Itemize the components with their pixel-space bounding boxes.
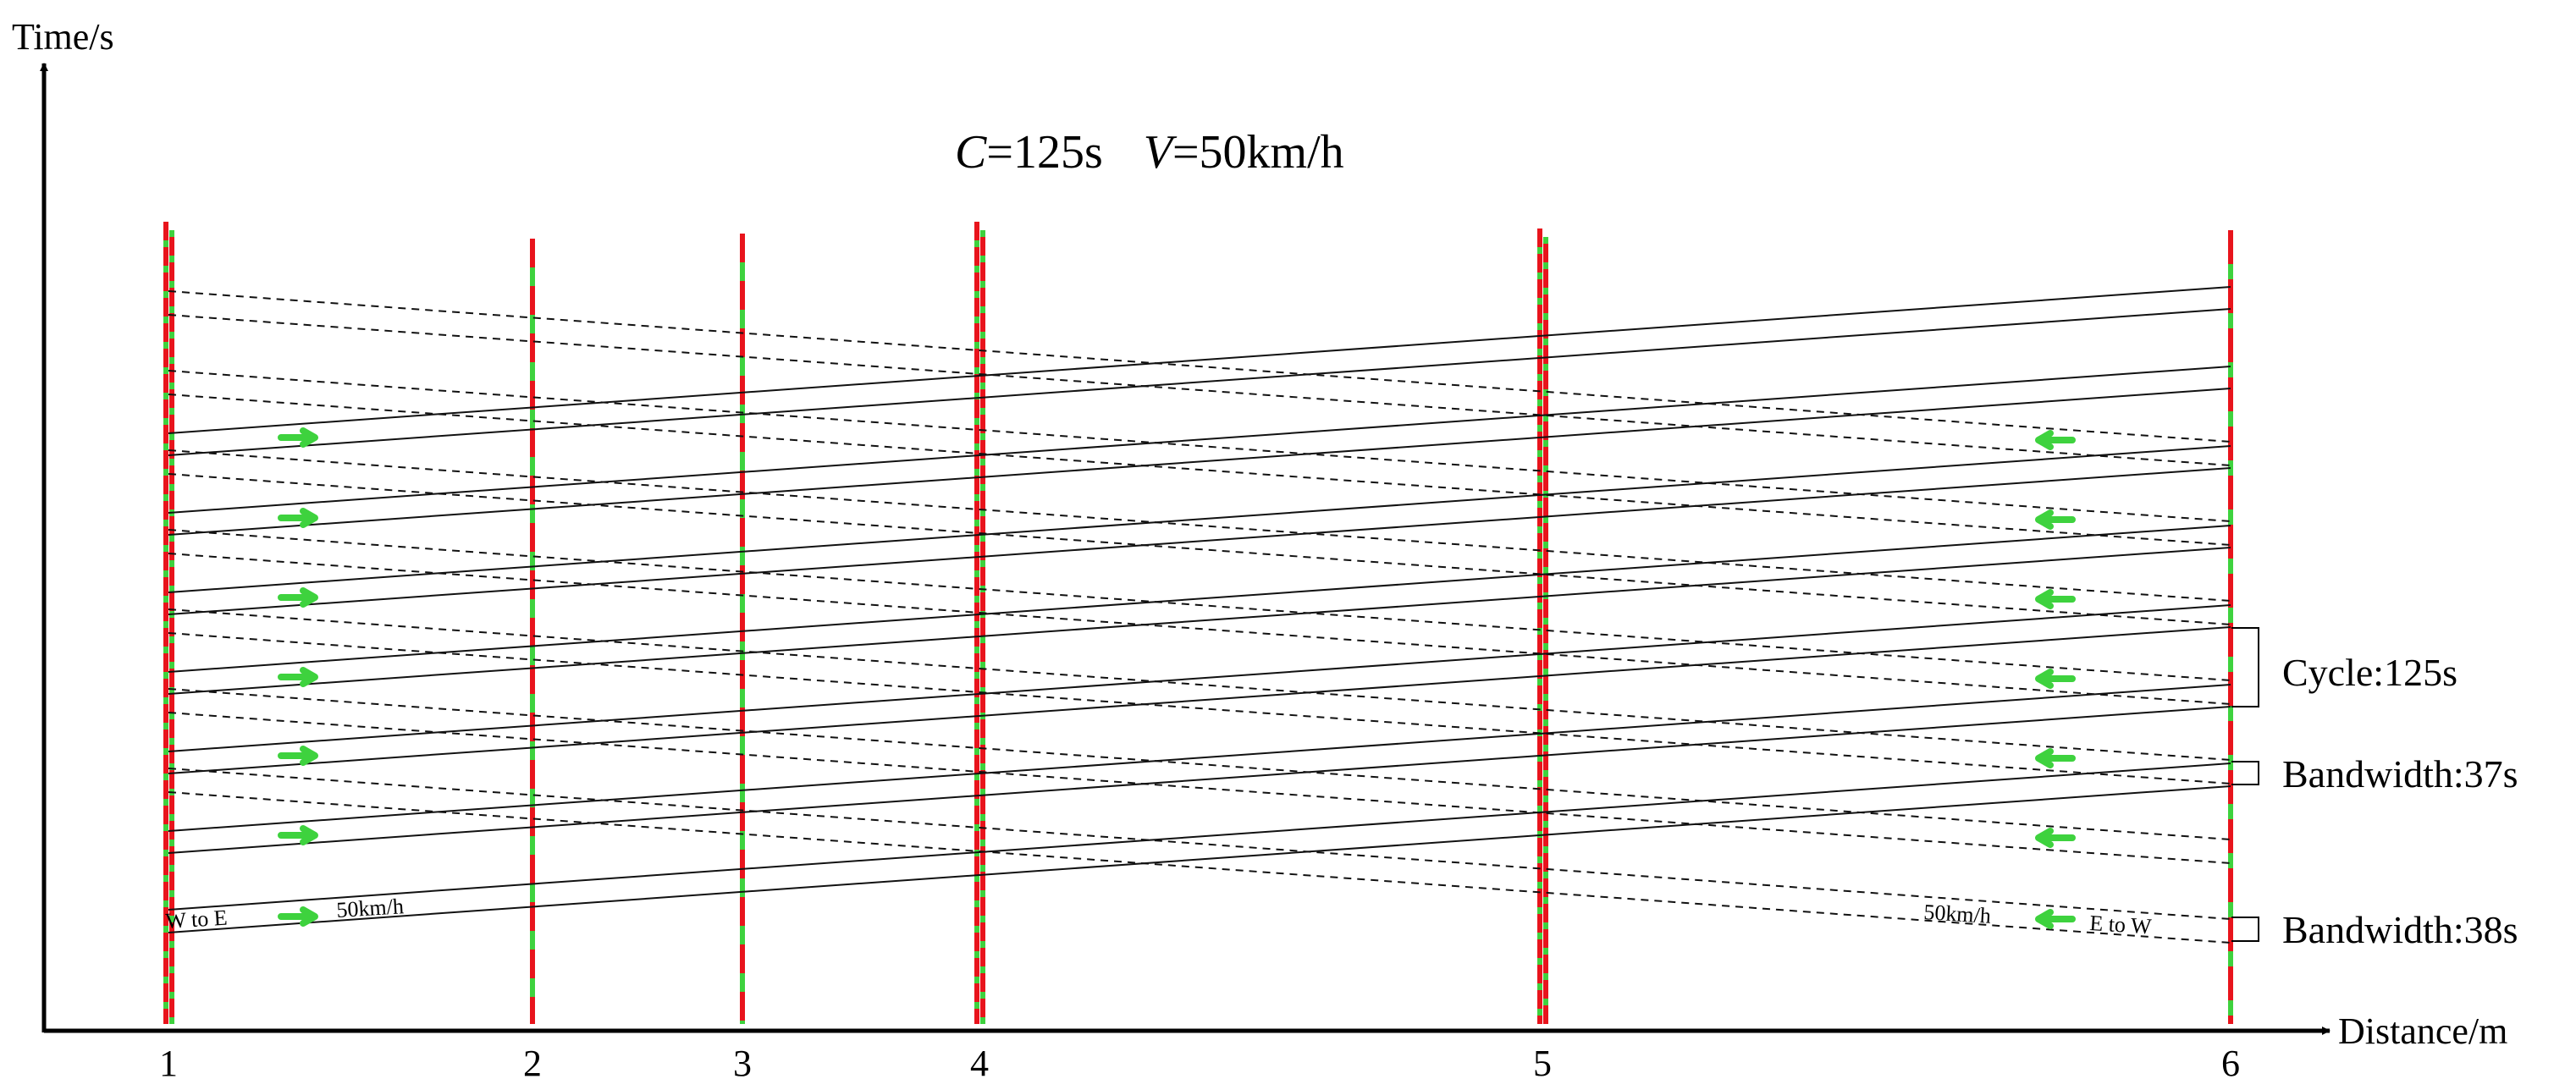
we-trajectory-line xyxy=(168,684,2231,832)
we-trajectory-line xyxy=(168,626,2231,774)
cycle-bracket xyxy=(2231,627,2259,707)
ew-arrow xyxy=(2035,589,2076,609)
we-trajectory-line xyxy=(168,762,2231,911)
ew-trajectories xyxy=(168,290,2231,944)
ew-trajectory-line xyxy=(168,712,2231,864)
chart-title: C=125s V=50km/h xyxy=(955,126,1344,179)
we-speed-label: 50km/h xyxy=(336,894,405,922)
ew-trajectory-line xyxy=(168,553,2231,705)
ew-trajectory-line xyxy=(168,473,2231,625)
we-direction-label: W to E xyxy=(165,906,229,933)
ew-trajectory-line xyxy=(168,791,2231,944)
we-trajectories xyxy=(168,286,2231,933)
we-trajectory-line xyxy=(168,785,2231,933)
ew-trajectory-line xyxy=(168,449,2231,602)
title-cycle-value: =125s xyxy=(986,126,1102,179)
bandwidth-we-annotation: Bandwidth:37s xyxy=(2282,752,2518,795)
x-tick-label: 2 xyxy=(523,1043,542,1084)
ew-trajectory-line xyxy=(168,632,2231,784)
x-axis-label: Distance/m xyxy=(2338,1010,2507,1052)
title-speed-var: V xyxy=(1144,126,1178,179)
bandwidth-ew-annotation: Bandwidth:38s xyxy=(2282,908,2518,951)
we-trajectory-line xyxy=(168,467,2231,615)
ew-trajectory-line xyxy=(168,394,2231,546)
we-trajectory-line xyxy=(168,366,2231,514)
title-cycle-var: C xyxy=(955,126,987,179)
cycle-annotation: Cycle:125s xyxy=(2282,651,2457,694)
we-arrow xyxy=(278,427,318,448)
we-arrow xyxy=(278,825,318,845)
ew-trajectory-line xyxy=(168,768,2231,920)
ew-arrow xyxy=(2035,509,2076,530)
we-trajectory-line xyxy=(168,525,2231,673)
signal-timing-bars xyxy=(163,222,2233,1024)
title-speed-value: =50km/h xyxy=(1172,126,1344,179)
ew-trajectory-line xyxy=(168,314,2231,466)
direction-arrows xyxy=(278,427,2076,929)
ew-arrow xyxy=(2035,669,2076,689)
x-tick-label: 4 xyxy=(970,1043,989,1084)
ew-trajectory-line xyxy=(168,290,2231,443)
x-tick-label: 1 xyxy=(159,1043,178,1084)
we-trajectory-line xyxy=(168,547,2231,695)
we-trajectory-line xyxy=(168,308,2231,456)
bandwidth-we-bracket xyxy=(2231,761,2259,785)
we-arrow xyxy=(278,508,318,528)
we-arrow xyxy=(278,667,318,687)
ew-speed-label: 50km/h xyxy=(1923,900,1992,928)
y-axis-label: Time/s xyxy=(12,16,114,58)
ew-arrow xyxy=(2035,909,2076,929)
ew-trajectory-line xyxy=(168,608,2231,761)
ew-trajectory-line xyxy=(168,529,2231,681)
we-trajectory-line xyxy=(168,706,2231,854)
ew-arrow xyxy=(2035,828,2076,848)
we-trajectory-line xyxy=(168,286,2231,434)
we-arrow xyxy=(278,746,318,766)
x-tick-label: 5 xyxy=(1533,1043,1552,1084)
bandwidth-ew-bracket xyxy=(2231,917,2259,942)
x-tick-label: 6 xyxy=(2221,1043,2240,1084)
we-trajectory-line xyxy=(168,604,2231,752)
ew-arrow xyxy=(2035,430,2076,450)
we-trajectory-line xyxy=(168,388,2231,536)
we-arrow xyxy=(278,906,318,927)
ew-direction-label: E to W xyxy=(2089,911,2153,939)
ew-trajectory-line xyxy=(168,370,2231,522)
ew-arrow xyxy=(2035,748,2076,768)
ew-trajectory-line xyxy=(168,688,2231,840)
we-trajectory-line xyxy=(168,445,2231,593)
x-tick-label: 3 xyxy=(733,1043,752,1084)
we-arrow xyxy=(278,587,318,608)
